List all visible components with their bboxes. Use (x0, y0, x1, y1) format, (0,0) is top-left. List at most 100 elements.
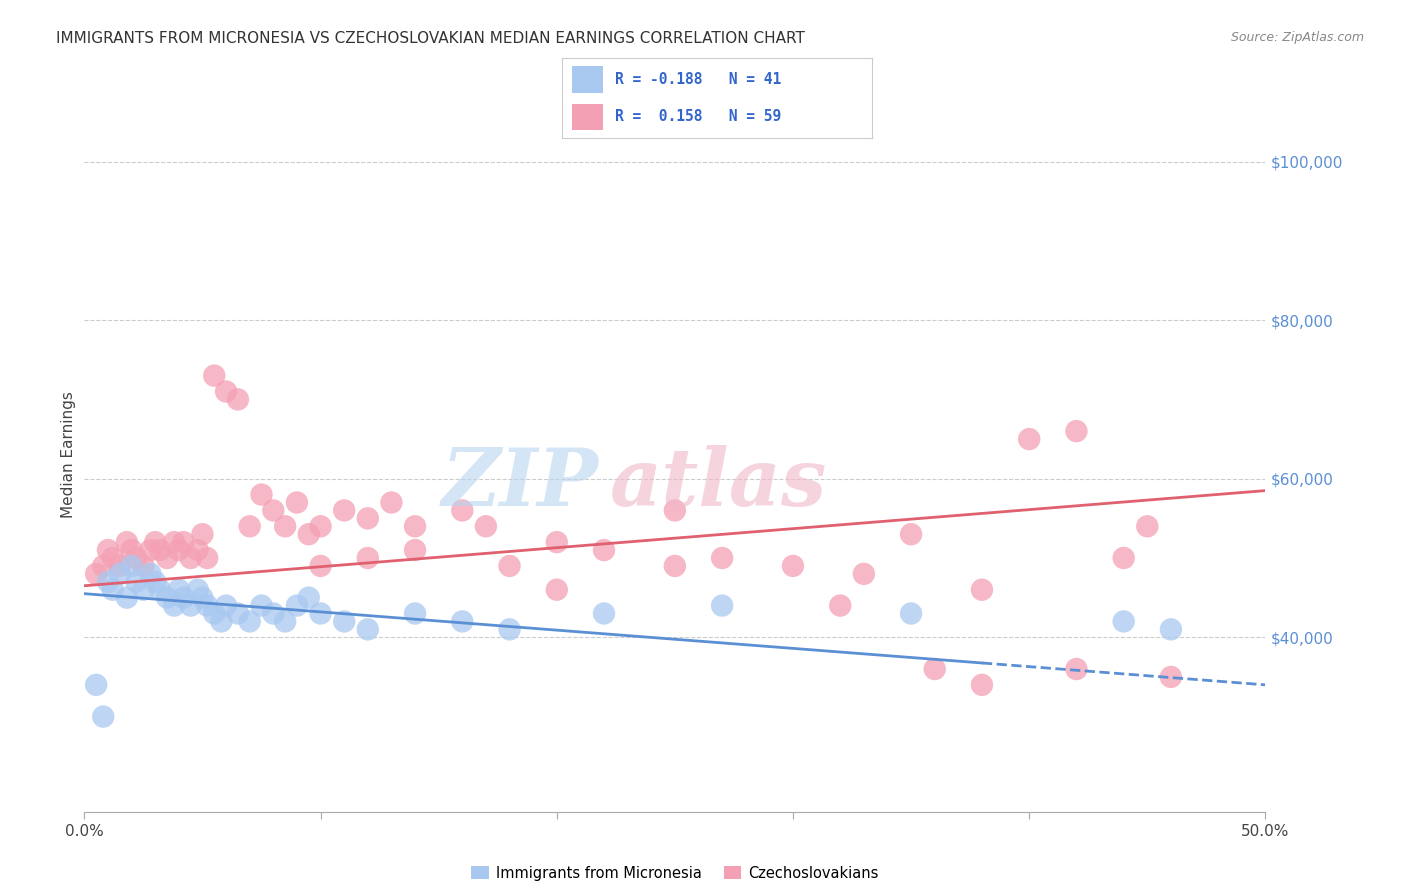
Point (191, 591, 214, 605)
Point (215, 384, 238, 399)
Point (298, 527, 321, 541)
Point (187, 543, 209, 558)
Point (924, 662, 946, 676)
Text: IMMIGRANTS FROM MICRONESIA VS CZECHOSLOVAKIAN MEDIAN EARNINGS CORRELATION CHART: IMMIGRANTS FROM MICRONESIA VS CZECHOSLOV… (56, 31, 806, 46)
Point (333, 503, 356, 517)
Point (357, 511, 380, 525)
Text: atlas: atlas (610, 445, 827, 522)
Point (250, 487, 273, 501)
Point (156, 551, 179, 566)
Point (209, 615, 232, 629)
Point (970, 582, 993, 597)
Point (187, 582, 209, 597)
Point (167, 582, 190, 597)
Point (404, 519, 426, 533)
Y-axis label: Median Earnings: Median Earnings (60, 392, 76, 518)
Point (143, 574, 166, 589)
Point (191, 527, 214, 541)
Point (285, 495, 308, 509)
Point (132, 558, 155, 573)
Point (380, 495, 402, 509)
Point (451, 503, 474, 517)
Point (1066, 424, 1088, 438)
Point (149, 543, 172, 558)
Point (121, 558, 143, 573)
Point (226, 607, 249, 621)
Point (357, 623, 380, 637)
Point (91, 558, 114, 573)
Point (143, 535, 166, 549)
Point (404, 543, 426, 558)
Point (333, 615, 356, 629)
Point (546, 535, 568, 549)
Point (309, 558, 332, 573)
Point (1160, 623, 1182, 637)
Point (215, 599, 238, 613)
Point (970, 678, 993, 692)
Point (593, 607, 616, 621)
Point (475, 519, 498, 533)
Point (262, 503, 284, 517)
Point (156, 591, 179, 605)
Point (1160, 670, 1182, 684)
Point (195, 599, 218, 613)
Point (163, 535, 186, 549)
Point (852, 566, 875, 581)
Point (108, 566, 131, 581)
Point (97, 574, 120, 589)
Text: ZIP: ZIP (441, 445, 598, 522)
Text: R =  0.158   N = 59: R = 0.158 N = 59 (614, 110, 782, 125)
Point (139, 566, 162, 581)
Point (121, 543, 143, 558)
Point (91, 709, 114, 723)
Bar (572, 66, 603, 93)
Point (195, 551, 218, 566)
Point (1112, 551, 1135, 566)
Point (115, 535, 138, 549)
Point (239, 615, 262, 629)
Point (101, 582, 124, 597)
Point (711, 551, 734, 566)
Point (173, 535, 195, 549)
Point (830, 599, 852, 613)
Point (125, 574, 148, 589)
Point (149, 582, 172, 597)
Point (250, 599, 273, 613)
Point (274, 615, 297, 629)
Point (97, 543, 120, 558)
Point (498, 558, 520, 573)
Point (115, 591, 138, 605)
Point (139, 543, 162, 558)
Point (451, 615, 474, 629)
Bar (572, 103, 603, 130)
Point (782, 558, 804, 573)
Point (125, 551, 148, 566)
Point (84, 566, 107, 581)
Point (239, 519, 262, 533)
Point (84, 678, 107, 692)
Legend: Immigrants from Micronesia, Czechoslovakians: Immigrants from Micronesia, Czechoslovak… (465, 860, 884, 887)
Point (163, 599, 186, 613)
Text: Source: ZipAtlas.com: Source: ZipAtlas.com (1230, 31, 1364, 45)
Point (101, 551, 124, 566)
Point (202, 368, 225, 383)
Point (132, 582, 155, 597)
Point (262, 607, 284, 621)
Point (285, 599, 308, 613)
Point (1018, 432, 1040, 446)
Point (546, 582, 568, 597)
Point (900, 607, 922, 621)
Point (664, 558, 686, 573)
Point (1066, 662, 1088, 676)
Point (664, 503, 686, 517)
Point (309, 519, 332, 533)
Point (180, 599, 202, 613)
Point (1136, 519, 1159, 533)
Text: R = -0.188   N = 41: R = -0.188 N = 41 (614, 71, 782, 87)
Point (202, 607, 225, 621)
Point (173, 591, 195, 605)
Point (711, 599, 734, 613)
Point (180, 551, 202, 566)
Point (593, 543, 616, 558)
Point (309, 607, 332, 621)
